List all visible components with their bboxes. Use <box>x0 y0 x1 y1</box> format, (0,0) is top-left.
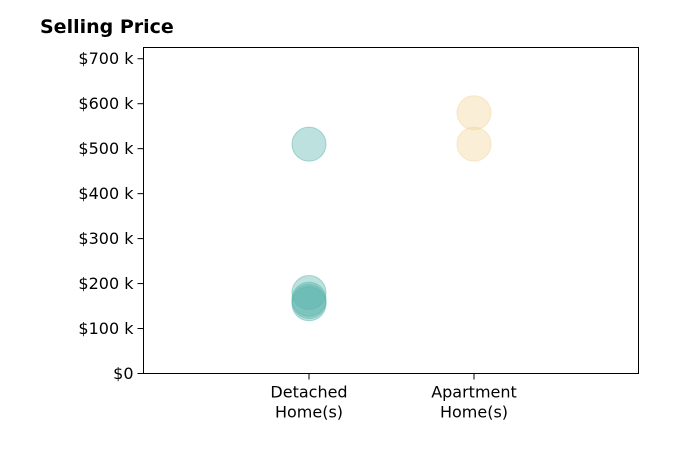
y-tick-label: $400 k <box>78 184 134 203</box>
y-tick-label: $600 k <box>78 94 134 113</box>
data-point <box>291 126 327 162</box>
y-tick-label: $700 k <box>78 49 134 68</box>
y-tick-label: $100 k <box>78 319 134 338</box>
data-point <box>291 286 327 322</box>
x-tick-label: Detached Home(s) <box>270 383 347 422</box>
plot-area <box>143 47 639 374</box>
y-tick-label: $500 k <box>78 139 134 158</box>
chart-title: Selling Price <box>40 16 174 38</box>
data-point <box>456 126 492 162</box>
y-tick-label: $300 k <box>78 229 134 248</box>
y-tick-label: $0 <box>113 364 133 383</box>
data-point <box>456 95 492 131</box>
x-tick-label: Apartment Home(s) <box>431 383 517 422</box>
y-tick-label: $200 k <box>78 274 134 293</box>
